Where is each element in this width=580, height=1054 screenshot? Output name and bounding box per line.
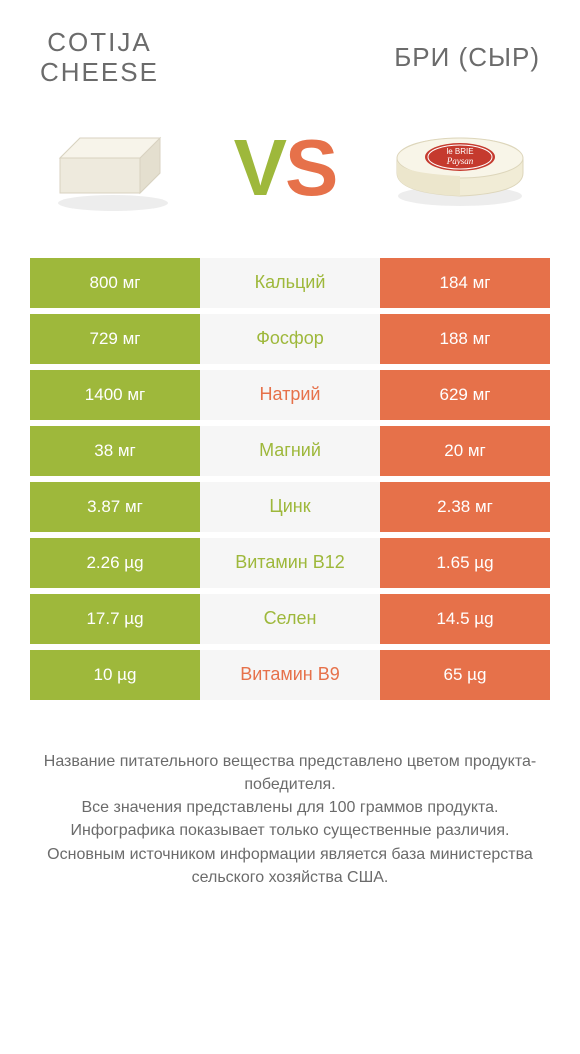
value-right: 2.38 мг — [380, 482, 550, 532]
value-left: 1400 мг — [30, 370, 200, 420]
nutrient-label: Кальций — [200, 258, 380, 308]
table-row: 10 µgВитамин B965 µg — [30, 650, 550, 700]
cotija-image — [45, 118, 185, 218]
table-row: 3.87 мгЦинк2.38 мг — [30, 482, 550, 532]
value-left: 800 мг — [30, 258, 200, 308]
value-right: 188 мг — [380, 314, 550, 364]
table-row: 17.7 µgСелен14.5 µg — [30, 594, 550, 644]
comparison-table: 800 мгКальций184 мг 729 мгФосфор188 мг 140… — [30, 258, 550, 700]
brie-label-line1: le BRIE — [447, 147, 474, 156]
product-title-right: БРИ (СЫР) — [394, 42, 540, 73]
value-right: 14.5 µg — [380, 594, 550, 644]
value-right: 20 мг — [380, 426, 550, 476]
table-row: 2.26 µgВитамин B121.65 µg — [30, 538, 550, 588]
product-title-left: COTIJACHEESE — [40, 28, 159, 88]
vs-v: V — [234, 123, 285, 212]
brie-image: le BRIE Paysan — [385, 118, 535, 218]
nutrient-label: Витамин B12 — [200, 538, 380, 588]
footer-line-2: Все значения представлены для 100 граммо… — [30, 796, 550, 819]
value-left: 729 мг — [30, 314, 200, 364]
brie-label-line2: Paysan — [446, 156, 474, 166]
title-right-text: БРИ (СЫР) — [394, 42, 540, 72]
nutrient-label: Цинк — [200, 482, 380, 532]
footer-line-1: Название питательного вещества представл… — [30, 750, 550, 796]
nutrient-label: Фосфор — [200, 314, 380, 364]
nutrient-label: Селен — [200, 594, 380, 644]
table-row: 800 мгКальций184 мг — [30, 258, 550, 308]
nutrient-label: Витамин B9 — [200, 650, 380, 700]
vs-s: S — [285, 123, 336, 212]
footer-note: Название питательного вещества представл… — [30, 750, 550, 889]
vs-label: VS — [234, 122, 337, 214]
footer-line-4: Основным источником информации является … — [30, 843, 550, 889]
value-right: 65 µg — [380, 650, 550, 700]
images-row: VS le BRIE Paysan — [0, 88, 580, 258]
title-left-text: COTIJACHEESE — [40, 27, 159, 87]
value-left: 17.7 µg — [30, 594, 200, 644]
footer-line-3: Инфографика показывает только существенн… — [30, 819, 550, 842]
nutrient-label: Натрий — [200, 370, 380, 420]
value-left: 3.87 мг — [30, 482, 200, 532]
value-left: 38 мг — [30, 426, 200, 476]
table-row: 729 мгФосфор188 мг — [30, 314, 550, 364]
value-right: 629 мг — [380, 370, 550, 420]
value-left: 10 µg — [30, 650, 200, 700]
value-left: 2.26 µg — [30, 538, 200, 588]
nutrient-label: Магний — [200, 426, 380, 476]
table-row: 1400 мгНатрий629 мг — [30, 370, 550, 420]
value-right: 184 мг — [380, 258, 550, 308]
header: COTIJACHEESE БРИ (СЫР) — [0, 0, 580, 88]
table-row: 38 мгМагний20 мг — [30, 426, 550, 476]
value-right: 1.65 µg — [380, 538, 550, 588]
